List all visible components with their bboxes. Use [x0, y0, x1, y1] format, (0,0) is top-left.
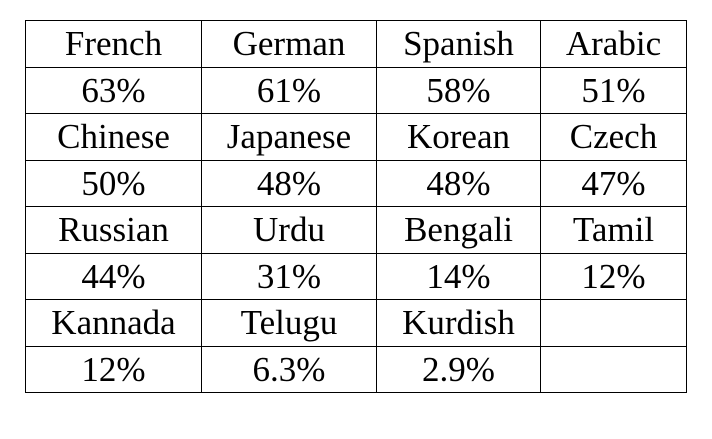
language-row: Russian Urdu Bengali Tamil	[25, 206, 687, 254]
language-cell: Bengali	[376, 206, 541, 254]
language-cell: Czech	[540, 113, 687, 161]
percentage-cell: 58%	[376, 66, 541, 114]
language-cell: German	[201, 20, 377, 68]
language-row: Chinese Japanese Korean Czech	[25, 113, 687, 161]
language-cell: Spanish	[376, 20, 541, 68]
percentage-cell: 63%	[25, 66, 202, 114]
language-cell: Kurdish	[376, 299, 541, 347]
language-row: French German Spanish Arabic	[25, 20, 687, 68]
percentage-cell: 14%	[376, 252, 541, 300]
empty-cell	[540, 299, 687, 347]
percentage-cell: 6.3%	[201, 345, 377, 393]
language-cell: French	[25, 20, 202, 68]
percentage-cell: 2.9%	[376, 345, 541, 393]
language-cell: Korean	[376, 113, 541, 161]
percentage-row: 12% 6.3% 2.9%	[25, 345, 687, 393]
percentage-cell: 47%	[540, 159, 687, 207]
percentage-row: 50% 48% 48% 47%	[25, 159, 687, 207]
language-cell: Tamil	[540, 206, 687, 254]
percentage-cell: 12%	[25, 345, 202, 393]
percentage-row: 44% 31% 14% 12%	[25, 252, 687, 300]
percentage-cell: 12%	[540, 252, 687, 300]
language-cell: Japanese	[201, 113, 377, 161]
percentage-cell: 51%	[540, 66, 687, 114]
percentage-row: 63% 61% 58% 51%	[25, 66, 687, 114]
percentage-cell: 48%	[376, 159, 541, 207]
language-cell: Chinese	[25, 113, 202, 161]
percentage-cell: 48%	[201, 159, 377, 207]
language-cell: Urdu	[201, 206, 377, 254]
language-cell: Telugu	[201, 299, 377, 347]
language-percentage-table: French German Spanish Arabic 63% 61% 58%…	[25, 20, 687, 393]
language-cell: Kannada	[25, 299, 202, 347]
language-cell: Arabic	[540, 20, 687, 68]
percentage-cell: 61%	[201, 66, 377, 114]
percentage-cell: 31%	[201, 252, 377, 300]
empty-cell	[540, 345, 687, 393]
language-row: Kannada Telugu Kurdish	[25, 299, 687, 347]
percentage-cell: 50%	[25, 159, 202, 207]
language-cell: Russian	[25, 206, 202, 254]
percentage-cell: 44%	[25, 252, 202, 300]
